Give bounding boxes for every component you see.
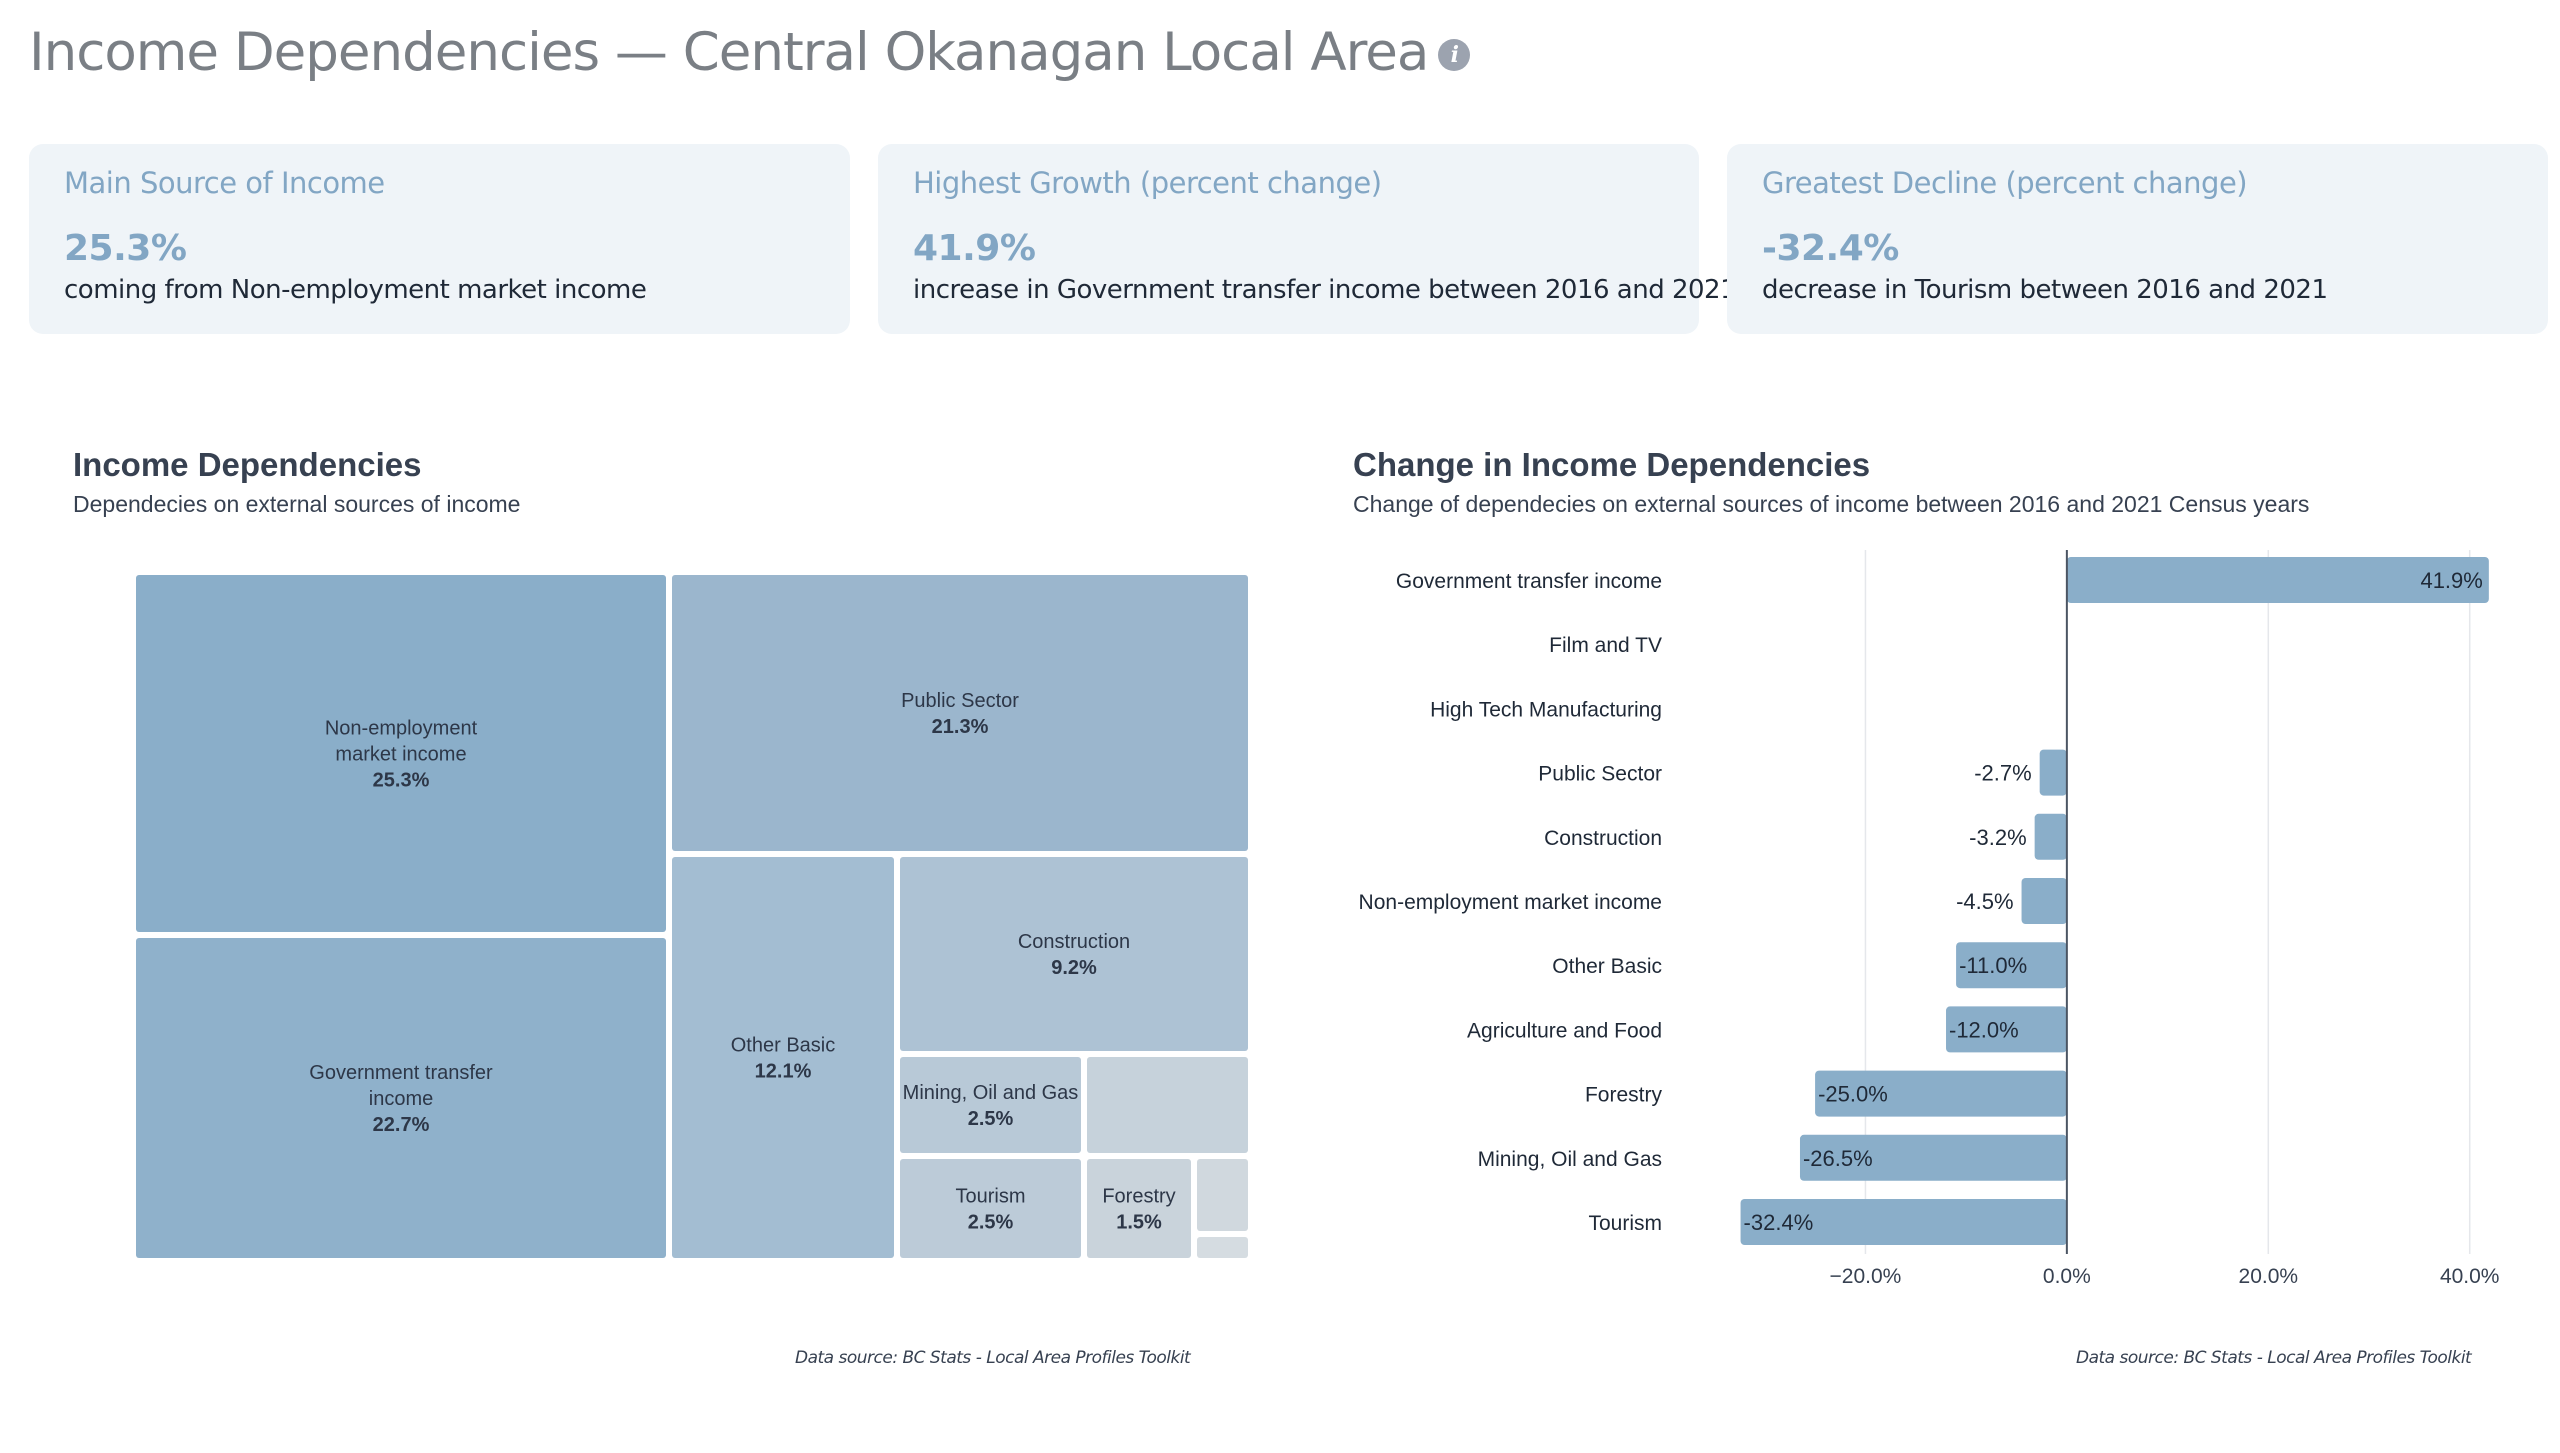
treemap-value-label: 21.3%: [932, 716, 989, 738]
bar-chart-subtitle: Change of dependecies on external source…: [1353, 491, 2310, 517]
treemap-value-label: 22.7%: [373, 1114, 430, 1136]
card-value: 25.3%: [64, 228, 187, 269]
card-description: decrease in Tourism between 2016 and 202…: [1762, 275, 2328, 305]
treemap-label: Public Sector: [901, 690, 1019, 712]
treemap-label: Non-employment: [325, 718, 478, 740]
treemap-cell-government-transfer-income[interactable]: Government transfer income 22.7%: [136, 938, 666, 1258]
treemap-value-label: 25.3%: [373, 770, 430, 792]
treemap-rect[interactable]: [900, 857, 1248, 1051]
treemap-cell-unlabeled-a[interactable]: [1087, 1057, 1248, 1153]
card-highest-growth: Highest Growth (percent change) 41.9% in…: [878, 144, 1737, 334]
card-greatest-decline: Greatest Decline (percent change) -32.4%…: [1727, 144, 2548, 334]
card-value: 41.9%: [913, 228, 1036, 269]
treemap-value-label: 2.5%: [968, 1108, 1014, 1130]
bar-chart-data-source: Data source: BC Stats - Local Area Profi…: [2076, 1348, 2472, 1368]
bar-chart-title: Change in Income Dependencies: [1353, 446, 1871, 483]
card-label: Main Source of Income: [64, 166, 385, 200]
treemap-value-label: 12.1%: [755, 1061, 812, 1083]
treemap-cell-public-sector[interactable]: Public Sector 21.3%: [672, 575, 1248, 851]
treemap-subtitle: Dependecies on external sources of incom…: [73, 491, 521, 517]
treemap-rect[interactable]: [672, 575, 1248, 851]
treemap-label: Other Basic: [731, 1035, 835, 1057]
treemap-cell-other-basic[interactable]: Other Basic 12.1%: [672, 857, 894, 1258]
treemap-value-label: 2.5%: [968, 1212, 1014, 1234]
treemap-label: Forestry: [1102, 1186, 1175, 1208]
card-value: -32.4%: [1762, 228, 1899, 269]
treemap-rect[interactable]: [1087, 1159, 1191, 1258]
treemap-label: Government transfer: [309, 1062, 493, 1084]
treemap-cell-unlabeled-b[interactable]: [1197, 1159, 1248, 1231]
card-description: coming from Non-employment market income: [64, 275, 647, 305]
treemap-label: Tourism: [955, 1186, 1025, 1208]
treemap-cell-construction[interactable]: Construction 9.2%: [900, 857, 1248, 1051]
treemap-value-label: 1.5%: [1116, 1212, 1162, 1234]
treemap-label: Mining, Oil and Gas: [903, 1082, 1079, 1104]
treemap-rect[interactable]: [1197, 1159, 1248, 1231]
treemap-label: Construction: [1018, 931, 1130, 953]
card-description: increase in Government transfer income b…: [913, 275, 1737, 305]
treemap-cell-unlabeled-c[interactable]: [1197, 1237, 1248, 1258]
page-title: Income Dependencies — Central Okanagan L…: [29, 22, 1471, 83]
treemap-cell-mining-oil-and-gas[interactable]: Mining, Oil and Gas 2.5%: [900, 1057, 1081, 1153]
treemap-rect[interactable]: [1087, 1057, 1248, 1153]
card-main-source: Main Source of Income 25.3% coming from …: [29, 144, 850, 334]
treemap-label: market income: [335, 744, 466, 766]
page-title-text: Income Dependencies — Central Okanagan L…: [29, 22, 1429, 83]
treemap-cell-non-employment-market-income[interactable]: Non-employment market income 25.3%: [136, 575, 666, 932]
treemap-rect[interactable]: [900, 1159, 1081, 1258]
treemap-data-source: Data source: BC Stats - Local Area Profi…: [795, 1348, 1191, 1368]
info-icon[interactable]: i: [1438, 39, 1471, 72]
card-label: Greatest Decline (percent change): [1762, 166, 2248, 200]
treemap-rect[interactable]: [672, 857, 894, 1258]
treemap-title: Income Dependencies: [73, 446, 422, 483]
treemap-rect[interactable]: [136, 575, 666, 932]
card-label: Highest Growth (percent change): [913, 166, 1382, 200]
treemap-label: income: [369, 1088, 433, 1110]
treemap-rect[interactable]: [1197, 1237, 1248, 1258]
treemap-rect[interactable]: [900, 1057, 1081, 1153]
treemap-cell-forestry[interactable]: Forestry 1.5%: [1087, 1159, 1191, 1258]
treemap-cell-tourism[interactable]: Tourism 2.5%: [900, 1159, 1081, 1258]
treemap-rect[interactable]: [136, 938, 666, 1258]
treemap-value-label: 9.2%: [1051, 957, 1097, 979]
